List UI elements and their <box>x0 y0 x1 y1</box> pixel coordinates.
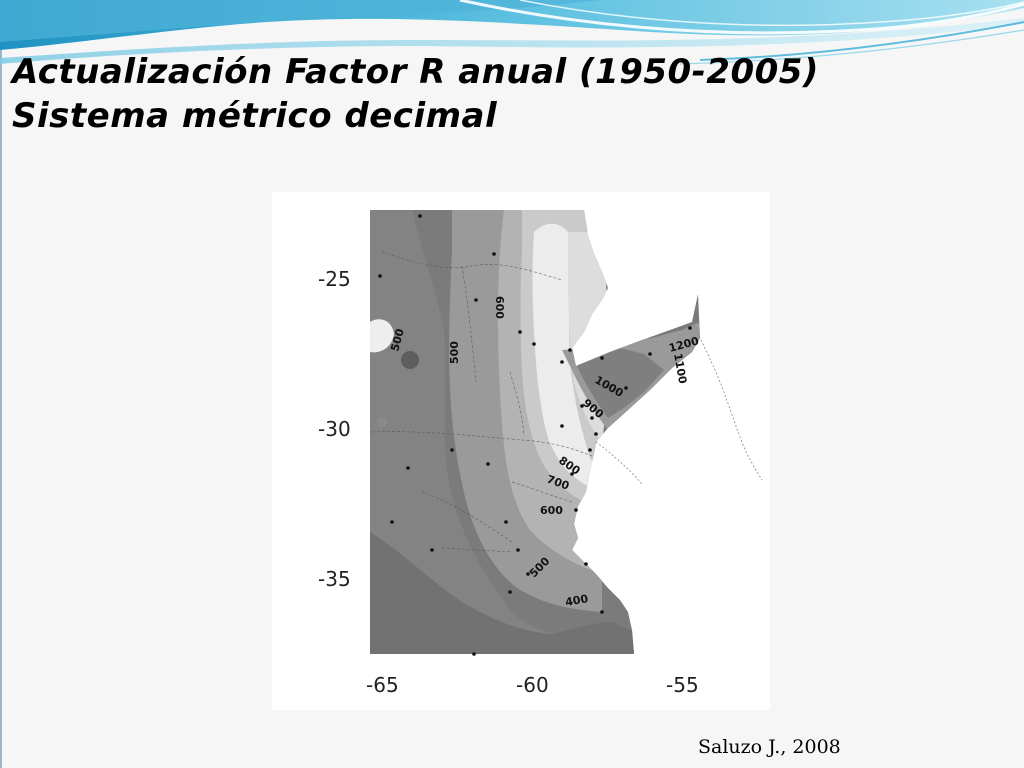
contour-label: 500 <box>388 327 407 353</box>
contour-label: 500 <box>448 341 461 364</box>
title-line-1: Actualización Factor R anual (1950-2005) <box>12 52 819 92</box>
contour-label: 600 <box>540 504 563 517</box>
x-tick-label: -55 <box>666 673 699 697</box>
source-credit: Saluzo J., 2008 <box>698 736 841 758</box>
slide-border <box>0 0 2 768</box>
contour-map: 500 500 600 1200 1100 1000 900 800 700 6… <box>318 210 763 697</box>
map-figure: 500 500 600 1200 1100 1000 900 800 700 6… <box>272 192 770 710</box>
x-tick-label: -65 <box>366 673 399 697</box>
x-tick-label: -60 <box>516 673 549 697</box>
contour-label: 600 <box>493 296 506 319</box>
contour-label: 1100 <box>671 352 689 385</box>
y-tick-label: -30 <box>318 417 351 441</box>
y-tick-label: -35 <box>318 567 351 591</box>
title-line-2: Sistema métrico decimal <box>12 96 498 136</box>
y-tick-label: -25 <box>318 267 351 291</box>
header-wave-decoration <box>0 0 1024 65</box>
contour-label: 400 <box>564 592 589 609</box>
slide-title: Actualización Factor R anual (1950-2005)… <box>12 50 819 138</box>
